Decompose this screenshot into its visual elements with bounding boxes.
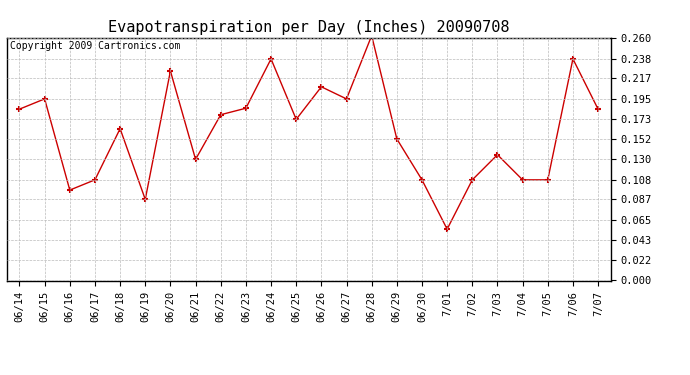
Text: Copyright 2009 Cartronics.com: Copyright 2009 Cartronics.com [10,41,180,51]
Title: Evapotranspiration per Day (Inches) 20090708: Evapotranspiration per Day (Inches) 2009… [108,20,509,35]
